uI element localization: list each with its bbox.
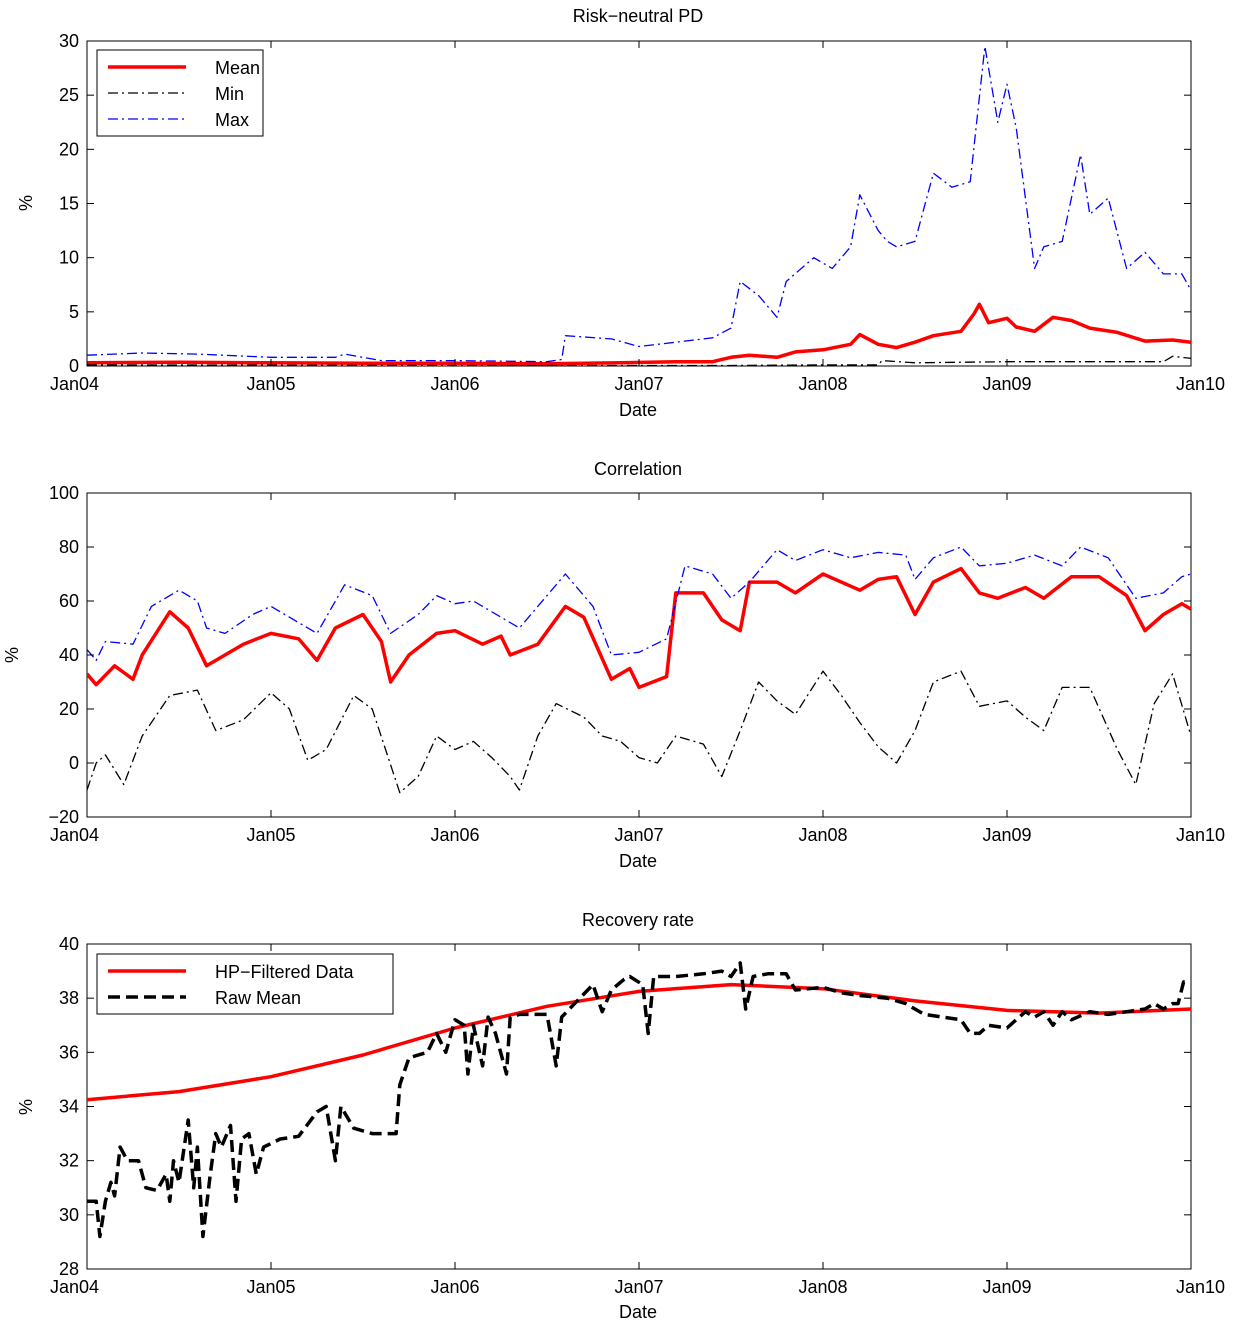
y-tick-label: 25 — [59, 85, 79, 105]
y-tick-label: 30 — [59, 31, 79, 51]
x-tick-label: Jan06 — [430, 374, 479, 394]
x-tick-label: Jan09 — [982, 374, 1031, 394]
x-tick-label: Jan05 — [246, 374, 295, 394]
y-axis-label: % — [16, 195, 36, 211]
x-tick-label: Jan08 — [798, 374, 847, 394]
x-tick-label: Jan07 — [614, 1277, 663, 1297]
y-axis-label: % — [16, 1099, 36, 1115]
plot-area — [86, 492, 1192, 818]
chart-correlation: Correlation Date % −20 0 20 40 60 80 100 Jan04 J… — [2, 459, 1225, 871]
series-line-raw-mean — [87, 961, 1191, 1239]
y-tick-label: 36 — [59, 1042, 79, 1062]
chart-title: Correlation — [594, 459, 682, 479]
series-line-min — [87, 355, 1191, 366]
legend-label-raw-mean: Raw Mean — [215, 988, 301, 1008]
y-tick-label: 34 — [59, 1097, 79, 1117]
y-tick-label: 40 — [59, 934, 79, 954]
x-axis-label: Date — [619, 400, 657, 420]
y-tick-label: 20 — [59, 139, 79, 159]
x-tick-label: Jan08 — [798, 1277, 847, 1297]
plot-area — [86, 40, 1192, 367]
x-tick-label: Jan09 — [982, 825, 1031, 845]
y-axis-label: % — [2, 647, 22, 663]
chart-recovery-rate: Recovery rate Date % 28 30 32 34 36 38 40 Jan04… — [16, 910, 1225, 1322]
series-line-mean — [87, 302, 1191, 366]
x-tick-label: Jan06 — [430, 825, 479, 845]
y-tick-label: 28 — [59, 1259, 79, 1279]
y-tick-label: 32 — [59, 1151, 79, 1171]
y-tick-label: 30 — [59, 1205, 79, 1225]
y-tick-label: 20 — [59, 699, 79, 719]
x-tick-label: Jan07 — [614, 825, 663, 845]
x-tick-label: Jan10 — [1176, 374, 1225, 394]
y-tick-label: 15 — [59, 194, 79, 214]
y-tick-label: −20 — [48, 807, 79, 827]
y-tick-label: 0 — [69, 356, 79, 376]
legend-label-min: Min — [215, 84, 244, 104]
y-tick-label: 100 — [49, 483, 79, 503]
x-axis-label: Date — [619, 1302, 657, 1322]
y-tick-label: 60 — [59, 591, 79, 611]
x-tick-label: Jan10 — [1176, 825, 1225, 845]
y-tick-label: 10 — [59, 248, 79, 268]
chart-title: Recovery rate — [582, 910, 694, 930]
x-axis-label: Date — [619, 851, 657, 871]
series-line-mean — [87, 566, 1191, 690]
chart-title: Risk−neutral PD — [573, 6, 704, 26]
x-tick-label: Jan10 — [1176, 1277, 1225, 1297]
series-line-max — [87, 45, 1191, 363]
y-tick-label: 38 — [59, 988, 79, 1008]
chart-risk-neutral-pd: Risk−neutral PD Date % 0 5 10 15 20 25 30 Jan04… — [16, 6, 1225, 420]
series-line-hp-filtered-data — [87, 982, 1191, 1102]
x-tick-label: Jan06 — [430, 1277, 479, 1297]
y-tick-label: 80 — [59, 537, 79, 557]
x-tick-label: Jan09 — [982, 1277, 1031, 1297]
series-line-max — [87, 546, 1191, 662]
legend: Mean Min Max — [96, 49, 264, 137]
legend-label-mean: Mean — [215, 58, 260, 78]
x-tick-label: Jan04 — [50, 1277, 99, 1297]
x-tick-label: Jan04 — [50, 825, 99, 845]
x-tick-label: Jan08 — [798, 825, 847, 845]
legend: HP−Filtered Data Raw Mean — [96, 953, 394, 1015]
x-tick-label: Jan05 — [246, 825, 295, 845]
x-tick-label: Jan04 — [50, 374, 99, 394]
series-line-min — [87, 670, 1191, 794]
legend-label-max: Max — [215, 110, 249, 130]
y-tick-label: 0 — [69, 753, 79, 773]
y-tick-label: 40 — [59, 645, 79, 665]
x-tick-label: Jan05 — [246, 1277, 295, 1297]
y-tick-label: 5 — [69, 302, 79, 322]
x-tick-label: Jan07 — [614, 374, 663, 394]
legend-label-hp-filtered: HP−Filtered Data — [215, 962, 355, 982]
